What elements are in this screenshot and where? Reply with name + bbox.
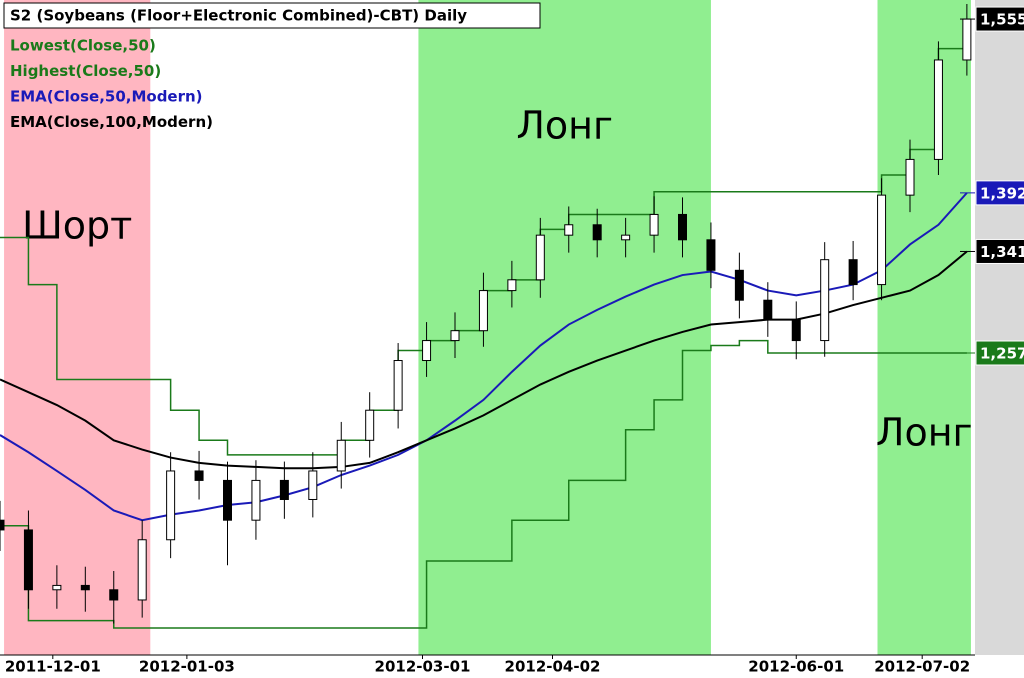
price-marker xyxy=(975,180,1024,206)
candle-body xyxy=(820,259,830,342)
candle-body xyxy=(507,279,517,292)
regions: Шорт Лонг Лонг xyxy=(4,0,973,655)
candle-body xyxy=(450,330,460,342)
candle-body xyxy=(649,213,659,236)
price-marker xyxy=(975,238,1024,264)
price-marker-label: 1,257 xyxy=(980,345,1024,363)
legend-entry: EMA(Close,50,Modern) xyxy=(10,88,203,106)
candle-body xyxy=(848,259,858,286)
candle-body xyxy=(80,584,90,591)
price-marker-label: 1,555 xyxy=(980,11,1024,29)
candle-body xyxy=(535,234,545,281)
price-axis-strip xyxy=(975,0,1024,655)
plot xyxy=(0,3,972,629)
candle-body xyxy=(621,234,631,241)
candle-body xyxy=(52,584,62,591)
candle-body xyxy=(734,269,744,301)
indicator-line xyxy=(0,250,968,470)
region xyxy=(877,0,971,655)
candle-body xyxy=(877,194,887,286)
x-tick-label: 2012-07-02 xyxy=(874,658,970,676)
candle-body xyxy=(336,439,346,472)
candle-body xyxy=(251,479,261,521)
price-marker-label: 1,392 xyxy=(980,184,1024,202)
x-tick-label: 2011-12-01 xyxy=(5,658,101,676)
candle-body xyxy=(194,470,204,481)
candle-body xyxy=(791,319,801,342)
price-marker xyxy=(975,6,1024,32)
candle-body xyxy=(279,479,289,500)
candle-body xyxy=(0,519,5,531)
region-label: Лонг xyxy=(876,411,973,455)
candle-body xyxy=(678,213,687,241)
candle-body xyxy=(223,479,232,521)
candle-body xyxy=(365,409,375,441)
price-marker xyxy=(975,340,1024,366)
indicator-line xyxy=(0,192,968,522)
legend-entry: Lowest(Close,50) xyxy=(10,37,156,55)
candle-body xyxy=(933,59,943,160)
chart-title: S2 (Soybeans (Floor+Electronic Combined)… xyxy=(10,7,467,25)
x-tick-label: 2012-03-01 xyxy=(375,658,471,676)
x-tick-label: 2012-01-03 xyxy=(139,658,235,676)
candle-body xyxy=(706,239,716,271)
candle-body xyxy=(592,224,602,241)
candle-body xyxy=(109,589,119,601)
candle-body xyxy=(962,18,972,61)
candle-body xyxy=(763,299,773,321)
legend: Lowest(Close,50) Highest(Close,50) EMA(Clo… xyxy=(10,37,213,132)
legend-entry: EMA(Close,100,Modern) xyxy=(10,113,213,131)
x-tick-label: 2012-06-01 xyxy=(748,658,844,676)
legend-entry: Highest(Close,50) xyxy=(10,62,161,80)
candle-body xyxy=(308,470,318,500)
candle-body xyxy=(166,470,176,541)
indicator-line xyxy=(0,19,968,456)
title-box xyxy=(3,2,541,29)
region-label: Лонг xyxy=(516,104,613,148)
candle-body xyxy=(23,529,33,591)
candle-body xyxy=(422,340,432,362)
candle-body xyxy=(478,290,488,332)
candle-body xyxy=(137,539,147,601)
price-marker-label: 1,341 xyxy=(980,243,1024,261)
candle-body xyxy=(905,158,915,196)
candle-body xyxy=(393,360,403,411)
region-label: Шорт xyxy=(22,204,132,248)
indicator-line xyxy=(0,339,967,629)
x-tick-label: 2012-04-02 xyxy=(505,658,601,676)
candle-body xyxy=(564,224,574,236)
